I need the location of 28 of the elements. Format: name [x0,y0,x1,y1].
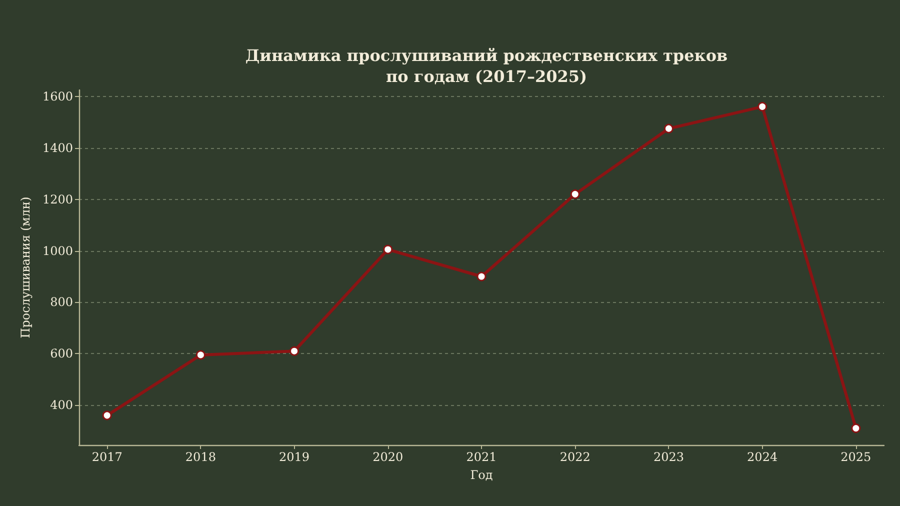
point [196,350,206,360]
point [102,410,112,420]
point [383,244,393,254]
x-axis-title: Год [470,468,493,482]
x-tick-label: 2025 [840,450,872,464]
y-tick-label: 1000 [42,244,73,258]
y-tick-label: 400 [50,398,73,412]
chart-title: Динамика прослушиваний рождественских треков по годам (2017–2025) [245,46,728,86]
y-axis-title: Прослушивания (млн) [18,196,33,338]
x-tick-label: 2023 [653,450,684,464]
point [664,124,674,134]
x-tick-label: 2017 [92,450,122,464]
x-tick-label: 2019 [279,450,310,464]
point [476,272,486,282]
y-tick-label: 1400 [42,140,73,155]
x-tick-label: 2021 [466,450,497,464]
x-tick-label: 2024 [747,450,778,464]
point [290,346,300,356]
point [570,189,580,199]
y-tick-label: 1600 [42,89,73,104]
point [851,424,861,434]
x-tick-label: 2018 [185,450,216,464]
y-tick-label: 1200 [42,192,73,206]
y-tick-label: 800 [50,295,73,310]
x-tick-label: 2022 [560,450,590,464]
x-tick-label: 2020 [372,450,404,464]
y-tick-label: 600 [50,346,73,361]
point [758,102,768,112]
